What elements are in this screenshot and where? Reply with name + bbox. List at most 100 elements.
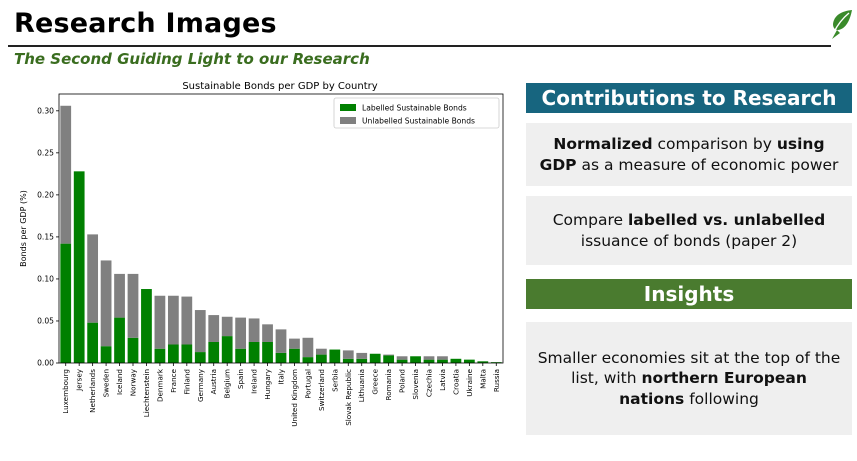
insights-banner: Insights xyxy=(526,279,852,309)
bar-labelled-24 xyxy=(383,355,395,363)
bar-labelled-22 xyxy=(356,358,368,363)
x-tick-label-14: Ireland xyxy=(250,369,259,394)
chart-y-axis-label: Bonds per GDP (%) xyxy=(19,190,28,267)
y-tick-label-4: 0.20 xyxy=(37,190,54,199)
contribution-2-text-1: Compare xyxy=(552,211,628,230)
y-tick-label-1: 0.05 xyxy=(37,317,54,326)
bar-labelled-7 xyxy=(154,348,166,363)
x-tick-label-10: Germany xyxy=(196,368,205,402)
bar-labelled-1 xyxy=(73,171,85,363)
legend-box xyxy=(333,97,500,129)
bar-unlabelled-13 xyxy=(235,317,247,349)
x-tick-label-20: Serbia xyxy=(330,369,339,392)
bar-labelled-5 xyxy=(127,337,139,363)
bars-group xyxy=(60,105,502,363)
bar-unlabelled-12 xyxy=(221,316,233,337)
x-tick-label-27: Czechia xyxy=(425,369,434,397)
bonds-chart: Sustainable Bonds per GDP by Country Bon… xyxy=(19,81,504,427)
bar-unlabelled-18 xyxy=(302,337,314,358)
contributions-banner: Contributions to Research xyxy=(526,83,852,113)
bar-labelled-18 xyxy=(302,357,314,363)
bar-labelled-4 xyxy=(114,317,125,363)
x-tick-label-5: Norway xyxy=(129,368,138,396)
title-underline xyxy=(8,45,831,47)
bar-unlabelled-19 xyxy=(315,348,327,355)
x-tick-label-6: Liechtenstein xyxy=(142,369,151,417)
contribution-2-bold-1: labelled vs. unlabelled xyxy=(627,211,826,230)
x-tick-label-4: Iceland xyxy=(115,369,124,395)
bar-unlabelled-14 xyxy=(248,318,260,342)
legend-label-0: Labelled Sustainable Bonds xyxy=(362,104,467,113)
page-title: Research Images xyxy=(14,8,277,39)
y-tick-label-3: 0.15 xyxy=(37,233,54,242)
contribution-1-text-1: comparison by xyxy=(652,135,777,154)
bar-unlabelled-10 xyxy=(194,310,206,353)
x-tick-label-1: Jersey xyxy=(75,368,84,392)
bar-labelled-25 xyxy=(396,359,408,363)
contribution-1-bold-2: using GDP xyxy=(539,135,825,174)
x-tick-label-32: Russia xyxy=(492,369,501,392)
bar-unlabelled-5 xyxy=(127,273,139,338)
x-tick-label-12: Belgium xyxy=(223,369,232,398)
y-tick-label-2: 0.10 xyxy=(37,275,54,284)
x-tick-label-0: Luxembourg xyxy=(61,369,70,414)
y-tick-label-0: 0.00 xyxy=(37,359,54,368)
bar-unlabelled-0 xyxy=(60,105,72,244)
bar-labelled-27 xyxy=(423,359,435,363)
bar-labelled-9 xyxy=(181,344,193,363)
plot-frame xyxy=(58,93,504,364)
bar-labelled-3 xyxy=(100,346,112,363)
x-tick-label-16: Italy xyxy=(277,368,286,384)
bar-unlabelled-28 xyxy=(437,356,448,360)
bar-labelled-0 xyxy=(60,243,72,363)
bar-unlabelled-25 xyxy=(396,356,408,360)
x-tick-label-2: Netherlands xyxy=(88,369,97,413)
insight-bold-1: northern European nations xyxy=(619,369,807,408)
legend-swatch-1 xyxy=(340,117,356,124)
contribution-card-labelled: Compare labelled vs. unlabelled issuance… xyxy=(526,196,852,265)
bar-unlabelled-16 xyxy=(275,329,287,353)
x-tick-label-22: Lithuania xyxy=(357,369,366,402)
contribution-1-bold-1: Normalized xyxy=(553,135,653,154)
legend-swatch-0 xyxy=(340,104,356,111)
bar-unlabelled-17 xyxy=(289,338,300,349)
x-tick-label-31: Malta xyxy=(478,369,487,389)
x-tick-label-7: Denmark xyxy=(155,368,164,402)
chart-legend: Labelled Sustainable Bonds Unlabelled Sus… xyxy=(333,97,500,129)
bar-unlabelled-22 xyxy=(356,352,368,359)
x-tick-label-25: Poland xyxy=(398,369,407,393)
bar-unlabelled-24 xyxy=(383,354,395,356)
x-tick-label-30: Ukraine xyxy=(465,368,474,396)
insight-text-1: Smaller economies sit at the top of the … xyxy=(537,349,841,388)
bar-labelled-12 xyxy=(221,336,233,363)
bar-unlabelled-2 xyxy=(87,234,99,323)
x-tick-label-15: Hungary xyxy=(263,368,272,399)
bar-labelled-13 xyxy=(235,348,247,363)
bar-labelled-10 xyxy=(194,352,206,363)
bar-unlabelled-21 xyxy=(342,350,354,359)
x-tick-label-23: Greece xyxy=(371,368,380,394)
x-tick-label-18: Portugal xyxy=(303,369,312,399)
page-subtitle: The Second Guiding Light to our Research xyxy=(14,50,370,68)
x-tick-label-8: France xyxy=(169,368,178,392)
bar-labelled-21 xyxy=(342,358,354,363)
bar-labelled-6 xyxy=(141,289,152,363)
contribution-1-text-2: as a measure of economic power xyxy=(576,155,839,174)
bar-labelled-29 xyxy=(450,358,462,363)
bar-labelled-14 xyxy=(248,341,260,363)
bar-labelled-28 xyxy=(437,359,448,363)
chart-title: Sustainable Bonds per GDP by Country xyxy=(182,81,377,92)
x-tick-label-29: Croatia xyxy=(451,369,460,395)
bar-labelled-19 xyxy=(315,354,327,363)
x-tick-label-26: Slovenia xyxy=(411,369,420,400)
leaf-logo-icon xyxy=(832,10,852,39)
bar-labelled-32 xyxy=(490,362,502,363)
bar-unlabelled-9 xyxy=(181,296,193,345)
contribution-2-text-2: issuance of bonds (paper 2) xyxy=(580,231,798,250)
x-tick-label-19: Switzerland xyxy=(317,369,326,411)
bar-unlabelled-4 xyxy=(114,273,125,318)
bar-labelled-17 xyxy=(289,348,300,363)
insight-card: Smaller economies sit at the top of the … xyxy=(526,322,852,435)
x-tick-label-13: Spain xyxy=(236,369,245,389)
bar-unlabelled-7 xyxy=(154,295,166,349)
